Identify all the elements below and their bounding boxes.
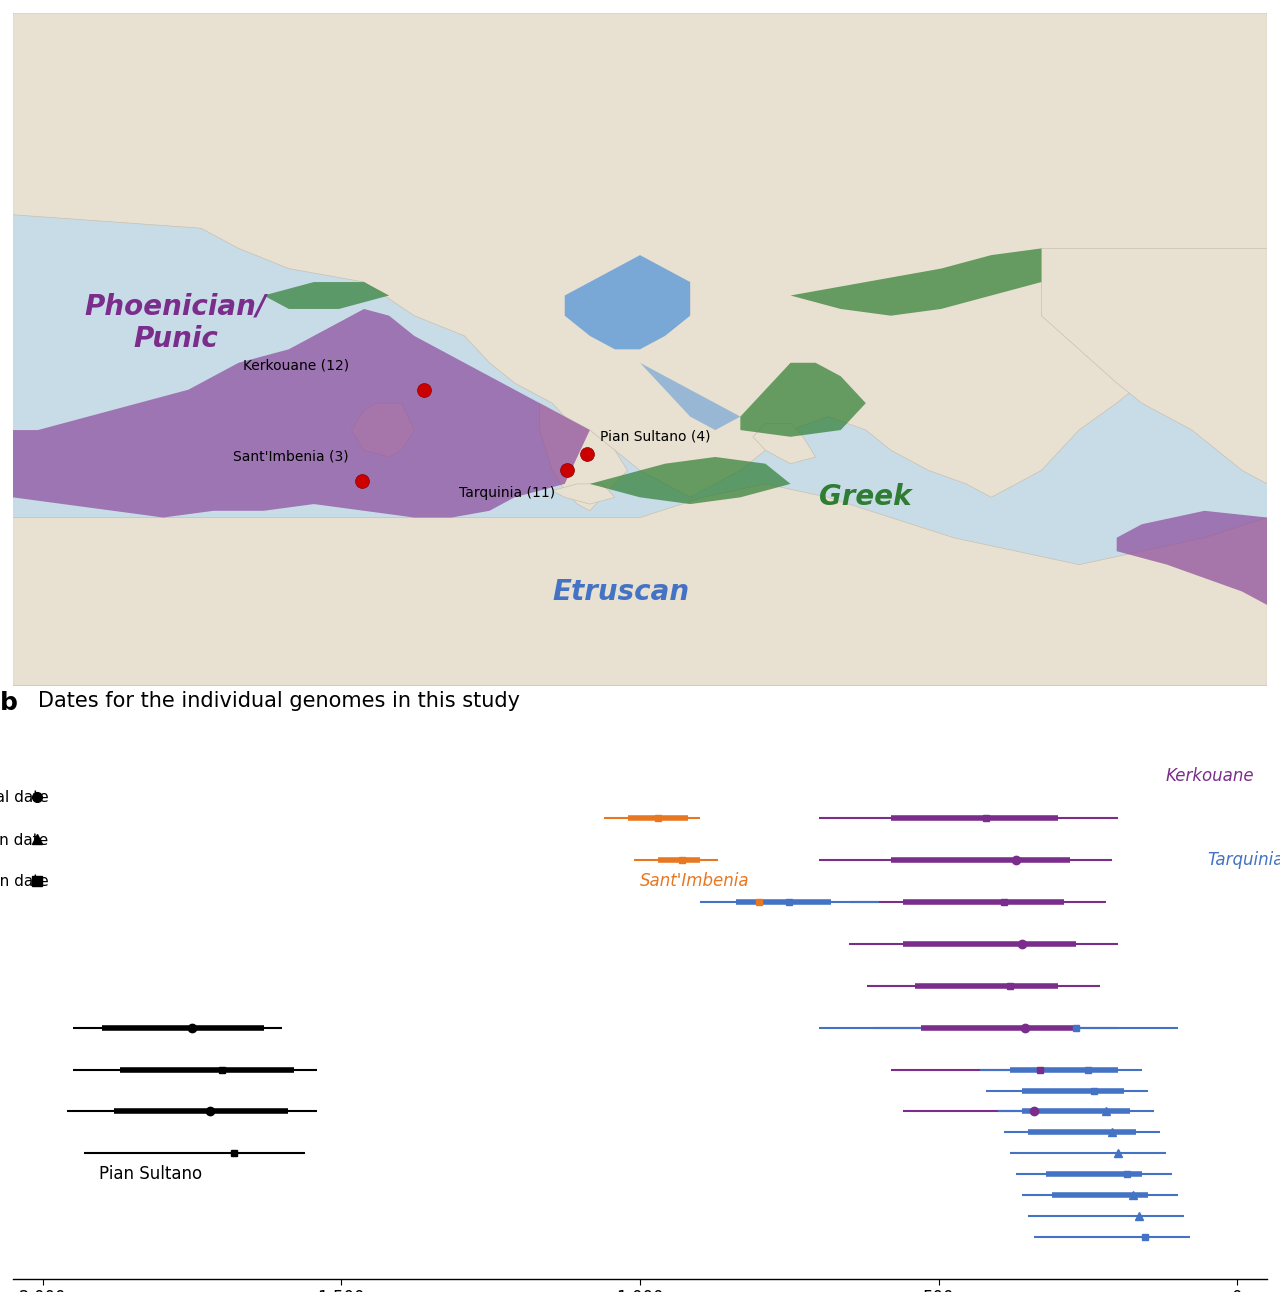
Polygon shape [791, 248, 1042, 315]
Polygon shape [740, 363, 865, 437]
Text: Dates for the individual genomes in this study: Dates for the individual genomes in this… [38, 691, 520, 711]
Text: b: b [0, 691, 18, 714]
Text: Sant'Imbenia (3): Sant'Imbenia (3) [233, 450, 349, 464]
Polygon shape [13, 484, 1267, 686]
Text: Sant'Imbenia: Sant'Imbenia [640, 872, 750, 890]
FancyBboxPatch shape [13, 13, 1267, 686]
Polygon shape [264, 282, 389, 309]
Text: Pian Sultano (4): Pian Sultano (4) [600, 429, 710, 443]
Polygon shape [753, 424, 815, 464]
Text: ■ Radiocarbon date: ■ Radiocarbon date [0, 873, 49, 889]
Polygon shape [564, 255, 690, 349]
Text: Etruscan: Etruscan [553, 578, 690, 606]
Text: • Archaeological date: • Archaeological date [0, 789, 49, 805]
Polygon shape [13, 309, 590, 518]
Polygon shape [640, 363, 740, 430]
Polygon shape [540, 403, 627, 510]
Text: ▲ Indirect radiocarbon date: ▲ Indirect radiocarbon date [0, 832, 49, 846]
Polygon shape [13, 13, 1267, 497]
Polygon shape [590, 457, 791, 504]
Text: Tarquinia (11): Tarquinia (11) [458, 486, 554, 500]
Text: Tarquinia: Tarquinia [1207, 851, 1280, 870]
Text: Pian Sultano: Pian Sultano [99, 1165, 202, 1183]
Polygon shape [552, 484, 614, 504]
Text: Kerkouane (12): Kerkouane (12) [243, 358, 349, 372]
Text: Phoenician/
Punic: Phoenician/ Punic [84, 292, 266, 353]
Text: Kerkouane: Kerkouane [1166, 767, 1254, 786]
Polygon shape [1042, 248, 1267, 484]
Polygon shape [1116, 510, 1267, 605]
Text: Greek: Greek [819, 483, 913, 512]
Polygon shape [352, 403, 415, 457]
